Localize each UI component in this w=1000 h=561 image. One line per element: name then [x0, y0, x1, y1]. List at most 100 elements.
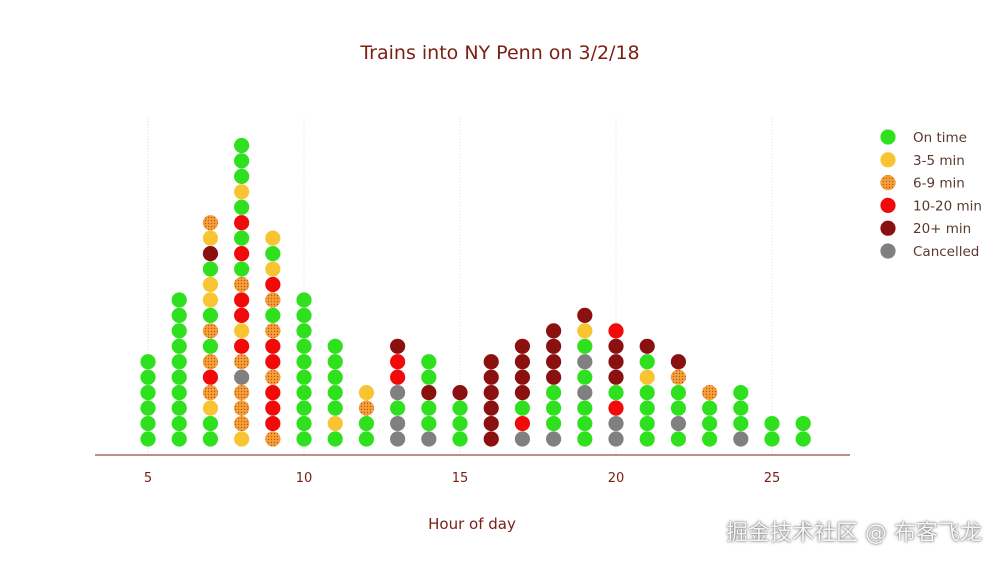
- train-point: [296, 338, 312, 354]
- train-point: [202, 431, 219, 447]
- train-point: [327, 354, 343, 370]
- train-point: [733, 431, 749, 447]
- train-point: [577, 323, 593, 339]
- train-point: [234, 230, 250, 246]
- train-point: [390, 338, 406, 354]
- train-point: [296, 307, 312, 323]
- train-point: [514, 338, 531, 354]
- train-point: [171, 431, 187, 447]
- train-point: [577, 307, 593, 323]
- train-point: [733, 415, 749, 432]
- train-point: [265, 354, 281, 370]
- train-point: [670, 415, 687, 432]
- train-point: [265, 415, 281, 432]
- train-point: [296, 400, 312, 416]
- train-point: [234, 431, 250, 447]
- train-point: [390, 415, 406, 432]
- train-point: [546, 354, 562, 370]
- train-point: [514, 385, 531, 401]
- train-point: [358, 431, 375, 447]
- train-point: [483, 431, 499, 447]
- train-point: [202, 276, 219, 293]
- train-point: [202, 369, 219, 385]
- train-point: [670, 431, 687, 447]
- legend-marker: [880, 152, 896, 168]
- train-point: [764, 431, 780, 447]
- train-point: [202, 385, 219, 401]
- train-point: [202, 246, 219, 262]
- train-point: [733, 400, 749, 416]
- train-point: [202, 323, 219, 339]
- train-point: [390, 369, 406, 385]
- train-point: [421, 369, 437, 385]
- legend-item[interactable]: 6-9 min: [880, 175, 965, 192]
- train-point: [795, 415, 811, 432]
- legend-marker: [880, 197, 896, 213]
- train-point: [140, 400, 156, 416]
- train-point: [483, 354, 499, 370]
- train-point: [327, 338, 343, 354]
- train-point: [358, 400, 375, 416]
- train-point: [234, 415, 250, 432]
- train-point: [140, 431, 156, 447]
- train-point: [234, 292, 250, 308]
- train-point: [639, 338, 655, 354]
- train-point: [234, 199, 250, 215]
- legend-label: 3-5 min: [913, 153, 965, 169]
- train-point: [265, 246, 281, 262]
- train-point: [202, 292, 219, 308]
- train-point: [296, 431, 312, 447]
- train-point: [390, 400, 406, 416]
- train-point: [327, 431, 343, 447]
- train-point: [265, 261, 281, 277]
- x-tick-label: 5: [144, 471, 152, 486]
- train-point: [577, 354, 593, 370]
- train-point: [296, 415, 312, 432]
- train-point: [171, 400, 187, 416]
- legend-item[interactable]: 3-5 min: [880, 152, 965, 169]
- train-point: [514, 354, 531, 370]
- legend-item[interactable]: Cancelled: [880, 243, 979, 260]
- train-point: [296, 385, 312, 401]
- train-point: [608, 323, 624, 339]
- train-point: [639, 431, 655, 447]
- legend-item[interactable]: 10-20 min: [880, 197, 982, 215]
- legend-item[interactable]: On time: [880, 129, 967, 146]
- train-point: [234, 184, 250, 200]
- train-point: [234, 400, 250, 416]
- train-point: [608, 385, 624, 401]
- train-point: [296, 354, 312, 370]
- train-point: [608, 338, 624, 354]
- train-point: [577, 369, 593, 385]
- train-point: [234, 338, 250, 354]
- train-point: [452, 431, 468, 447]
- legend-item[interactable]: 20+ min: [880, 220, 971, 238]
- train-point: [546, 385, 562, 401]
- train-point: [546, 431, 562, 447]
- train-point: [234, 153, 250, 169]
- train-point: [577, 385, 593, 401]
- grid-lines: [147, 118, 773, 455]
- train-point: [733, 385, 749, 401]
- train-point: [764, 415, 780, 432]
- train-point: [421, 400, 437, 416]
- train-point: [421, 431, 437, 447]
- train-point: [608, 415, 624, 432]
- train-point: [546, 369, 562, 385]
- train-point: [390, 431, 406, 447]
- train-point: [546, 415, 562, 432]
- train-point: [577, 400, 593, 416]
- train-point: [327, 385, 343, 401]
- train-point: [608, 354, 624, 370]
- train-point: [265, 400, 281, 416]
- train-point: [702, 400, 718, 416]
- train-point: [639, 400, 655, 416]
- train-point: [234, 246, 250, 262]
- train-point: [202, 215, 219, 231]
- train-point: [702, 415, 718, 432]
- train-point: [140, 415, 156, 432]
- train-point: [483, 385, 499, 401]
- legend[interactable]: On time 3-5 min 6-9 min 10-20 min 20+ min Can…: [880, 129, 982, 260]
- train-point: [327, 400, 343, 416]
